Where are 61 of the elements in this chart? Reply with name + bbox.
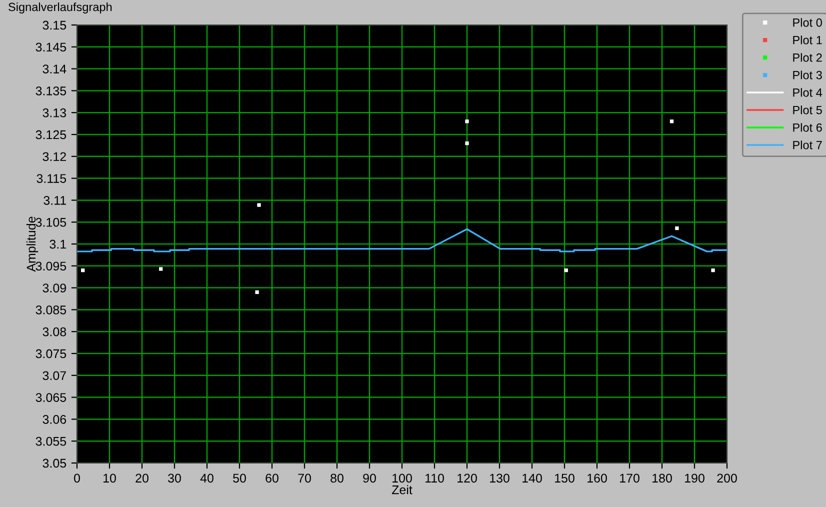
y-tick-label: 3.08 (42, 327, 66, 336)
point (255, 290, 259, 294)
y-tick-label: 3.13 (42, 108, 66, 118)
y-tick-label: 3.115 (36, 174, 66, 183)
x-tick-label: 180 (652, 474, 672, 483)
point (257, 203, 261, 207)
legend-label: Plot 5 (793, 106, 822, 114)
y-tick-label: 3.05 (42, 458, 66, 468)
y-tick-label: 3.075 (36, 349, 66, 358)
x-tick-label: 90 (363, 474, 376, 483)
x-tick-label: 60 (266, 474, 278, 483)
x-tick-label: 20 (136, 474, 148, 483)
point (711, 268, 715, 272)
y-tick-label: 3.11 (44, 196, 66, 205)
y-tick-label: 3.135 (36, 86, 66, 96)
x-tick-label: 170 (620, 474, 640, 483)
y-tick-label: 3.06 (42, 415, 66, 424)
y-tick-label: 3.12 (42, 152, 66, 162)
legend-label: Plot 0 (793, 18, 822, 27)
legend-label: Plot 2 (793, 53, 822, 62)
x-tick-label: 70 (298, 474, 311, 483)
line-series (77, 228, 727, 252)
legend-label: Plot 3 (793, 70, 822, 80)
y-tick-label: 3.1 (50, 240, 66, 249)
y-tick-label: 3.055 (36, 436, 66, 446)
point (465, 120, 469, 124)
x-tick-label: 190 (685, 474, 704, 483)
x-tick-label: 10 (104, 474, 116, 483)
x-tick-label: 30 (168, 474, 181, 483)
legend-label: Plot 7 (793, 140, 822, 150)
x-tick-label: 140 (522, 474, 542, 483)
y-tick-label: 3.085 (36, 306, 66, 314)
x-tick-label: 50 (233, 474, 246, 483)
point (675, 226, 679, 230)
legend-label: Plot 1 (793, 36, 822, 44)
x-tick-label: 160 (588, 474, 607, 483)
x-axis-title: Zeit (392, 485, 412, 494)
y-tick-label: 3.145 (36, 42, 66, 52)
y-tick-label: 3.07 (42, 371, 66, 380)
point (159, 267, 163, 271)
point (670, 120, 674, 124)
x-tick-label: 150 (555, 474, 574, 483)
y-tick-label: 3.15 (42, 20, 66, 30)
x-tick-label: 120 (458, 474, 477, 483)
x-tick-label: 80 (330, 474, 344, 483)
chart-title: Signalverlaufsgraph (8, 2, 112, 14)
point (465, 141, 469, 146)
y-tick-label: 3.125 (36, 130, 66, 140)
legend-label: Plot 4 (793, 88, 822, 97)
x-tick-label: 40 (200, 474, 214, 483)
point (81, 268, 85, 272)
x-tick-label: 200 (717, 474, 737, 483)
point (564, 268, 568, 272)
y-tick-label: 3.14 (42, 64, 66, 74)
x-tick-label: 130 (490, 474, 510, 483)
y-tick-label: 3.065 (36, 393, 66, 402)
legend-label: Plot 6 (793, 123, 822, 132)
x-tick-label: 0 (74, 474, 80, 483)
x-tick-label: 100 (392, 474, 412, 483)
y-tick-label: 3.09 (42, 284, 66, 292)
x-tick-label: 110 (425, 474, 444, 483)
